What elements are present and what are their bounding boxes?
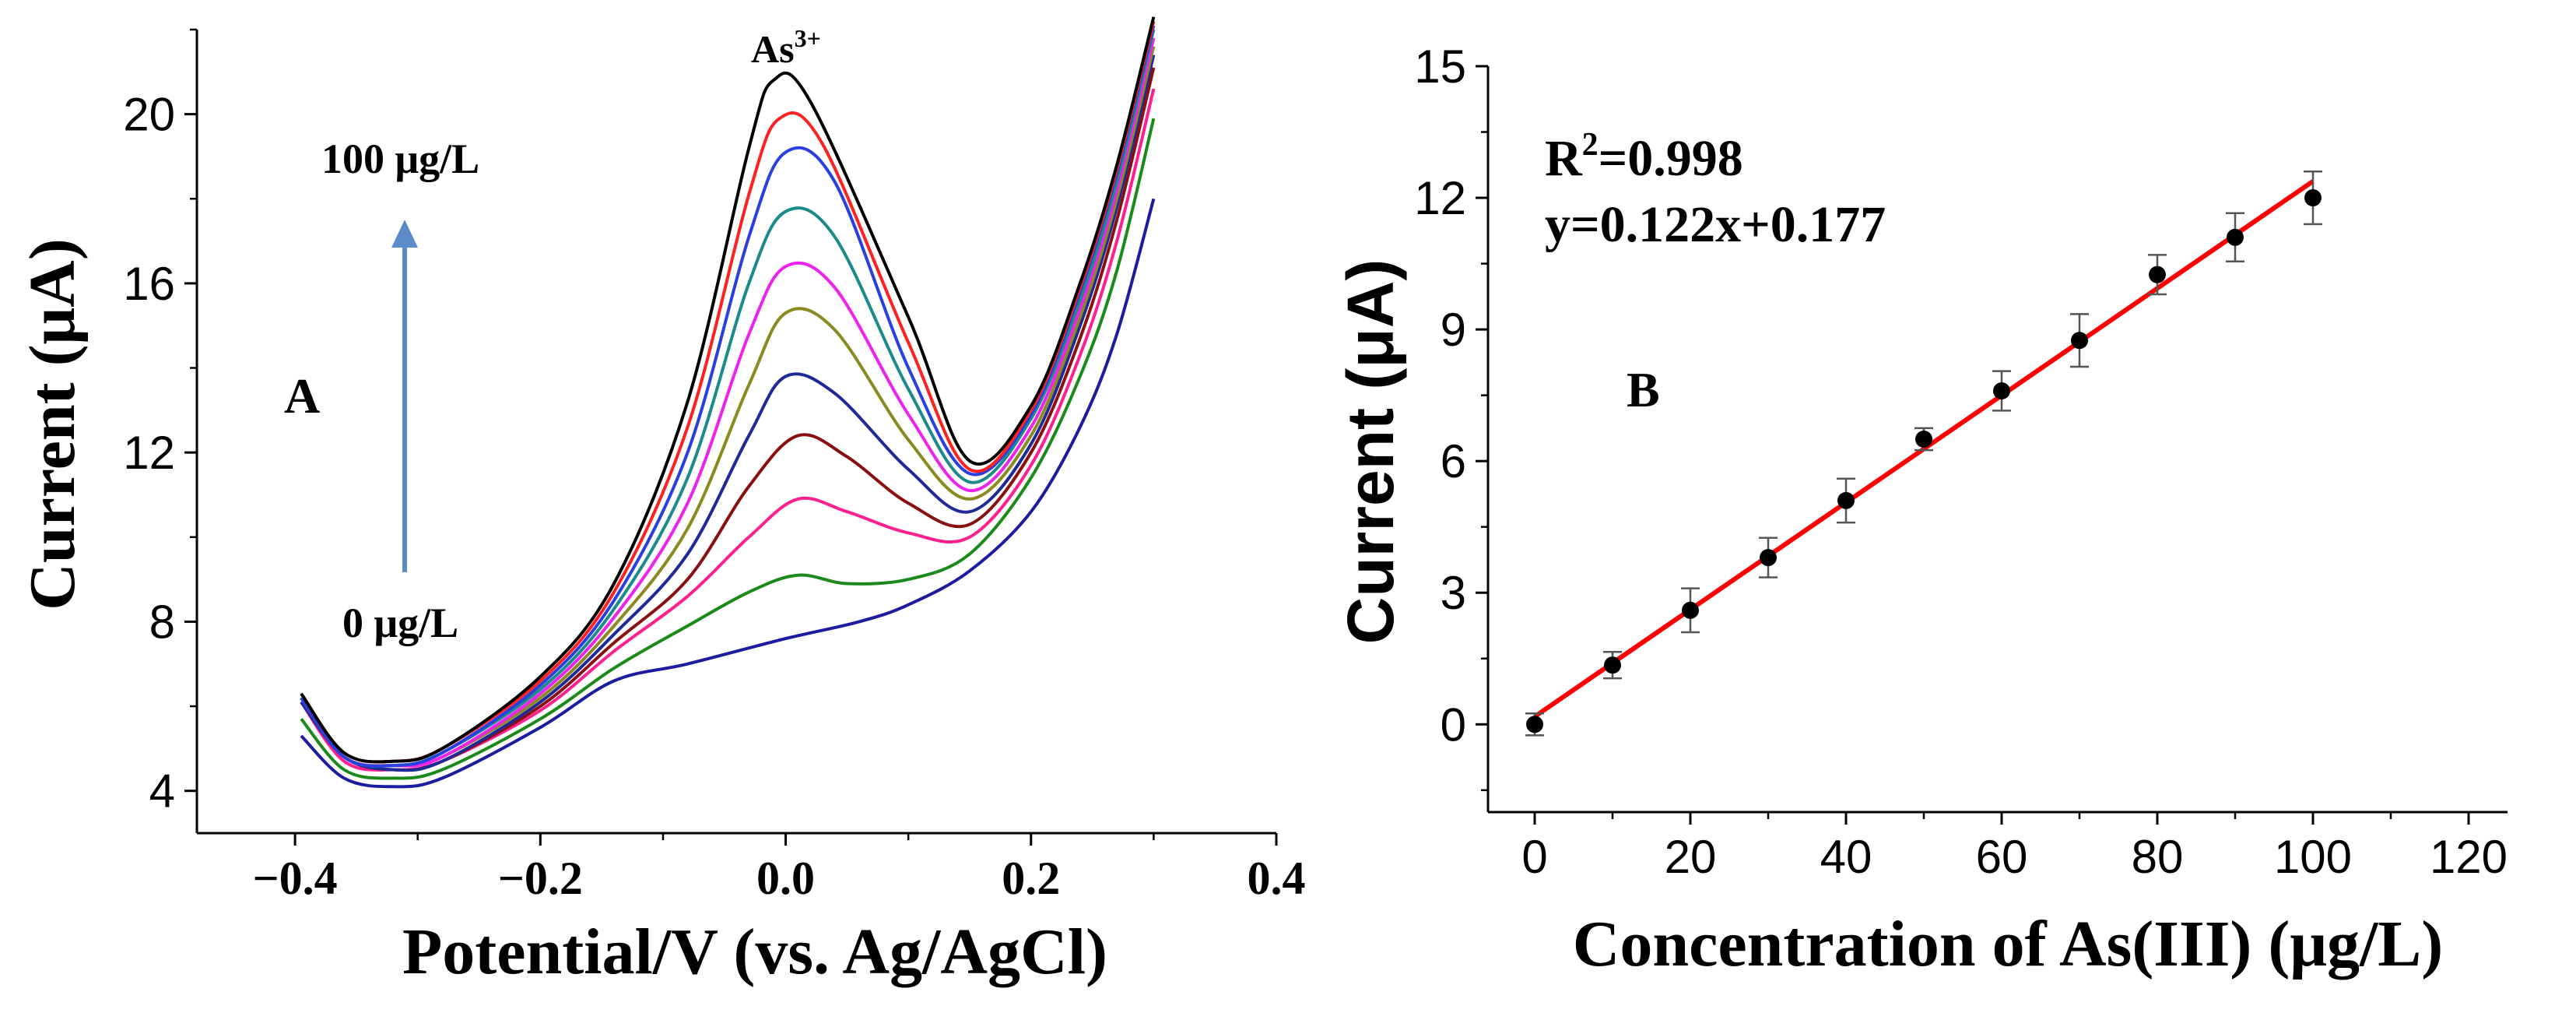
peak-label: As3+	[751, 24, 821, 71]
panel-b-ticks: 0 20 40 60 80 100 120 0 3 6 9 12 15	[1414, 40, 2508, 883]
data-point	[2304, 189, 2322, 207]
data-point	[2071, 332, 2088, 350]
panel-b-x-axis-title: Concentration of As(III) (μg/L)	[1573, 908, 2444, 980]
panel-a-y-tick-label: 4	[149, 765, 175, 818]
panel-a-y-tick-label: 12	[123, 427, 175, 479]
panel-a: −0.4 −0.2 0.0 0.2 0.4 4 8 12 16 20 Current (μA) P…	[16, 16, 1306, 988]
panel-b: 0 20 40 60 80 100 120 0 3 6 9 12 15 Current (μA) Con…	[1334, 40, 2508, 980]
panel-a-ticks: −0.4 −0.2 0.0 0.2 0.4 4 8 12 16 20	[123, 28, 1306, 904]
top-concentration-label: 100 μg/L	[321, 135, 479, 182]
panel-b-y-axis-title: Current (μA)	[1334, 259, 1407, 645]
panel-b-x-tick-label: 80	[2132, 831, 2184, 883]
voltammogram-curve-1	[300, 118, 1156, 780]
panel-b-y-tick-label: 9	[1441, 304, 1466, 356]
panel-b-x-tick-label: 40	[1820, 831, 1872, 883]
panel-a-x-tick-label: −0.2	[498, 853, 583, 904]
peak-label-superscript: 3+	[795, 24, 821, 52]
panel-b-y-tick-label: 6	[1441, 435, 1466, 487]
panel-a-x-axis-title: Potential/V (vs. Ag/AgCl)	[402, 916, 1107, 988]
data-point	[2227, 228, 2244, 246]
data-point	[1682, 601, 1699, 619]
voltammogram-curve-0	[300, 198, 1156, 789]
increase-arrow-icon	[391, 220, 418, 572]
r-squared-value: =0.998	[1599, 130, 1743, 187]
panel-a-y-tick-label: 16	[123, 258, 175, 310]
panel-b-x-tick-label: 120	[2430, 831, 2508, 883]
panel-b-label: B	[1627, 362, 1660, 417]
panel-a-x-tick-label: 0.2	[1002, 853, 1060, 904]
voltammogram-curve-4	[300, 55, 1156, 772]
panel-b-y-tick-label: 12	[1414, 172, 1466, 224]
data-point	[1993, 382, 2010, 400]
panel-b-y-tick-label: 15	[1414, 40, 1466, 93]
panel-b-x-tick-label: 60	[1976, 831, 2028, 883]
panel-a-x-tick-label: 0.0	[756, 853, 815, 904]
panel-a-x-tick-label: −0.4	[252, 853, 337, 904]
panel-a-curves	[300, 16, 1156, 789]
panel-a-y-tick-label: 20	[123, 89, 175, 141]
r-squared-symbol: R	[1545, 130, 1583, 187]
data-point	[1837, 491, 1855, 509]
panel-a-label: A	[284, 368, 320, 424]
data-point	[1915, 431, 1932, 448]
panel-b-y-tick-label: 0	[1441, 698, 1466, 751]
data-point	[1526, 716, 1543, 733]
panel-b-x-tick-label: 100	[2274, 831, 2352, 883]
peak-label-text: As	[751, 27, 795, 71]
panel-b-points	[1525, 170, 2322, 737]
bottom-concentration-label: 0 μg/L	[342, 600, 458, 646]
panel-a-y-tick-label: 8	[149, 596, 175, 648]
data-point	[2149, 266, 2166, 283]
panel-b-y-tick-label: 3	[1441, 567, 1466, 619]
voltammogram-curve-10	[300, 16, 1156, 764]
panel-a-y-axis-title: Current (μA)	[16, 238, 89, 610]
panel-b-axes	[1486, 66, 2508, 814]
data-point	[1604, 656, 1621, 674]
panel-a-x-tick-label: 0.4	[1248, 853, 1306, 904]
r-squared-label: R2=0.998	[1545, 127, 1743, 187]
r-squared-superscript: 2	[1582, 127, 1599, 163]
voltammogram-curve-6	[300, 37, 1156, 768]
panel-b-x-tick-label: 20	[1665, 831, 1717, 883]
fit-equation-label: y=0.122x+0.177	[1545, 196, 1886, 253]
data-point	[1760, 549, 1777, 567]
panel-b-x-tick-label: 0	[1521, 831, 1547, 883]
panel-a-axes	[195, 30, 1276, 835]
